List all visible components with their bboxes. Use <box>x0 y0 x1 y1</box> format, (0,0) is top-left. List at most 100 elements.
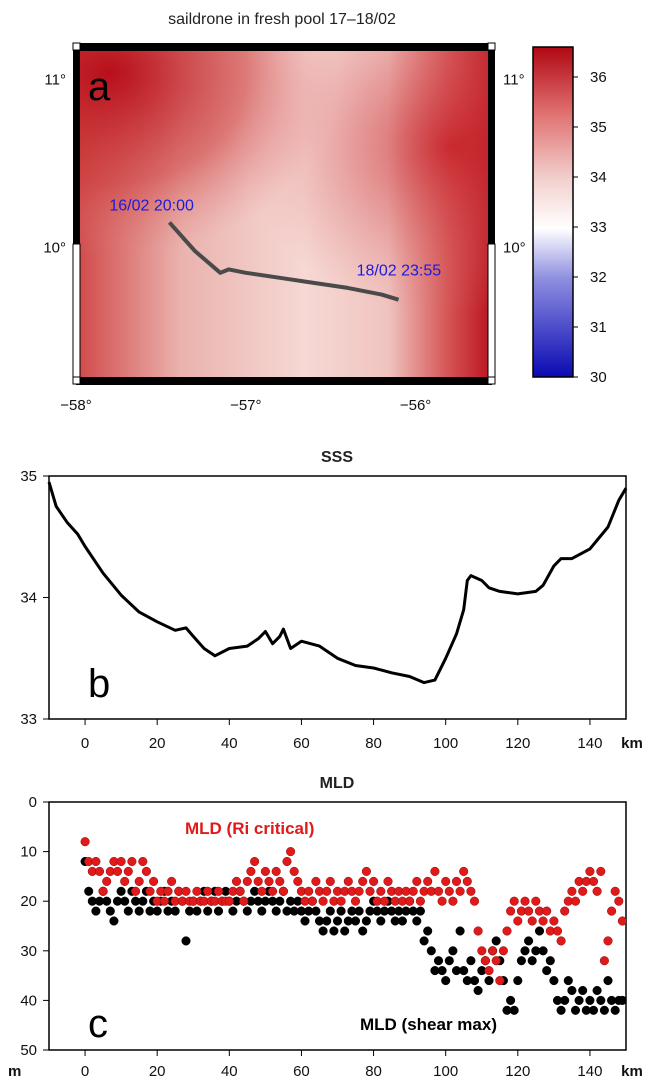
mld-shear-point-142 <box>592 985 602 996</box>
mld-ri-point-18 <box>145 886 155 896</box>
mld-ri-point-84 <box>383 876 393 886</box>
mld-ri-point-95 <box>423 876 433 886</box>
mld-ri-point-136 <box>570 896 581 906</box>
mld-shear-point-15 <box>134 906 144 916</box>
mld-ri-point-5 <box>98 886 108 896</box>
mld-ri-point-59 <box>293 876 303 886</box>
panel-c-x-tick-4: 80 <box>365 1063 382 1080</box>
track-annotations: 16/02 20:00 18/02 23:55 <box>109 197 441 279</box>
mld-ri-point-90 <box>405 896 415 906</box>
mld-ri-point-138 <box>578 886 588 896</box>
mld-shear-point-127 <box>538 946 548 956</box>
mld-ri-point-143 <box>596 866 606 876</box>
mld-shear-point-95 <box>423 926 433 936</box>
mld-ri-point-57 <box>286 847 296 857</box>
mld-ri-point-123 <box>524 906 534 916</box>
mld-ri-point-110 <box>477 946 487 956</box>
mld-shear-point-112 <box>484 976 494 986</box>
mld-shear-point-53 <box>271 906 281 916</box>
mld-shear-point-28 <box>181 936 191 946</box>
mld-ri-point-64 <box>311 876 321 886</box>
mld-ri-point-56 <box>282 856 292 867</box>
panel-a-y-tick-right-0: 11° <box>503 72 525 89</box>
mld-shear-point-122 <box>520 946 530 956</box>
mld-ri-point-130 <box>549 916 559 926</box>
mld-ri-point-12 <box>123 866 133 876</box>
salinity-field <box>76 46 492 382</box>
panel-c-y-tick-5: 50 <box>20 1042 37 1059</box>
panel-c-y-tick-0: 0 <box>29 794 37 811</box>
mld-shear-point-20 <box>152 906 162 916</box>
mld-ri-point-131 <box>552 926 563 936</box>
mld-ri-point-106 <box>462 876 472 886</box>
mld-ri-point-80 <box>369 876 379 886</box>
mld-ri-point-63 <box>307 896 317 906</box>
mld-ri-point-133 <box>560 906 570 916</box>
mld-ri-point-47 <box>250 856 260 867</box>
mld-shear-point-129 <box>545 956 555 966</box>
panel-a-x-tick-1: −57° <box>230 397 261 414</box>
mld-shear-point-69 <box>329 926 339 936</box>
colorbar-tick-5: 31 <box>590 319 607 336</box>
mld-ri-point-79 <box>365 886 375 896</box>
mld-scatter-points <box>80 837 626 1015</box>
panel-c-x-ticks: 0 20 40 60 80 100 120 140 <box>81 1050 602 1080</box>
mld-shear-point-134 <box>563 976 573 986</box>
mld-ri-point-49 <box>257 886 267 896</box>
mld-ri-point-58 <box>289 866 299 876</box>
mld-shear-point-123 <box>524 936 534 946</box>
panel-b-sss: SSS b 0 20 40 60 80 100 120 140 33 34 35 km <box>20 449 643 752</box>
mld-shear-point-34 <box>203 906 213 916</box>
mld-ri-point-119 <box>509 896 519 906</box>
mld-ri-point-128 <box>542 906 552 916</box>
mld-shear-point-144 <box>599 1005 609 1015</box>
mld-ri-point-15 <box>134 876 144 886</box>
mld-ri-point-66 <box>318 896 328 906</box>
mld-shear-point-12 <box>123 906 133 916</box>
mld-ri-point-140 <box>585 866 595 876</box>
salinity-field-hot-east <box>76 46 492 382</box>
track-annotation-0: 16/02 20:00 <box>109 197 194 214</box>
mld-ri-point-144 <box>599 956 609 966</box>
mld-shear-point-77 <box>358 926 368 936</box>
panel-c-y-unit: m <box>8 1063 21 1080</box>
mld-ri-point-92 <box>412 876 422 886</box>
mld-ri-point-52 <box>268 886 278 896</box>
mld-ri-point-43 <box>235 886 245 896</box>
map-frame-left-bar-light <box>72 243 81 383</box>
map-frame-top-bar <box>76 43 492 51</box>
legend-ri-critical: MLD (Ri critical) <box>185 819 314 838</box>
mld-shear-point-11 <box>120 896 130 906</box>
colorbar-tick-4: 32 <box>590 269 607 286</box>
panel-c-frame <box>48 801 627 1051</box>
mld-ri-point-76 <box>354 886 364 896</box>
mld-shear-point-6 <box>102 896 112 906</box>
mld-ri-point-148 <box>614 896 624 906</box>
panel-c-x-unit: km <box>621 1063 643 1080</box>
mld-ri-point-78 <box>361 866 371 876</box>
mld-ri-point-145 <box>603 936 613 946</box>
mld-shear-point-66 <box>318 926 328 936</box>
mld-ri-point-68 <box>325 876 335 886</box>
panel-b-y-tick-0: 33 <box>20 711 37 728</box>
map-frame-left-bar <box>73 46 80 244</box>
mld-ri-point-9 <box>112 866 123 876</box>
map-frame-right-bar-light <box>487 243 496 383</box>
saildrone-track <box>167 221 400 302</box>
panel-a-label: a <box>88 65 111 109</box>
panel-c-x-tick-5: 100 <box>433 1063 458 1080</box>
panel-c-x-tick-3: 60 <box>293 1063 310 1080</box>
panel-b-x-tick-1: 20 <box>149 735 166 752</box>
mld-ri-point-118 <box>506 906 516 916</box>
mld-ri-point-75 <box>350 896 361 906</box>
mld-ri-point-14 <box>131 886 141 896</box>
mld-ri-point-11 <box>120 876 130 886</box>
mld-shear-point-107 <box>466 956 476 966</box>
mld-shear-point-100 <box>441 976 451 986</box>
mld-ri-point-42 <box>231 876 242 886</box>
mld-shear-point-82 <box>376 916 386 926</box>
panel-b-title: SSS <box>321 449 353 466</box>
mld-ri-point-103 <box>451 876 462 886</box>
mld-ri-point-132 <box>556 936 566 946</box>
mld-ri-point-82 <box>376 886 386 896</box>
